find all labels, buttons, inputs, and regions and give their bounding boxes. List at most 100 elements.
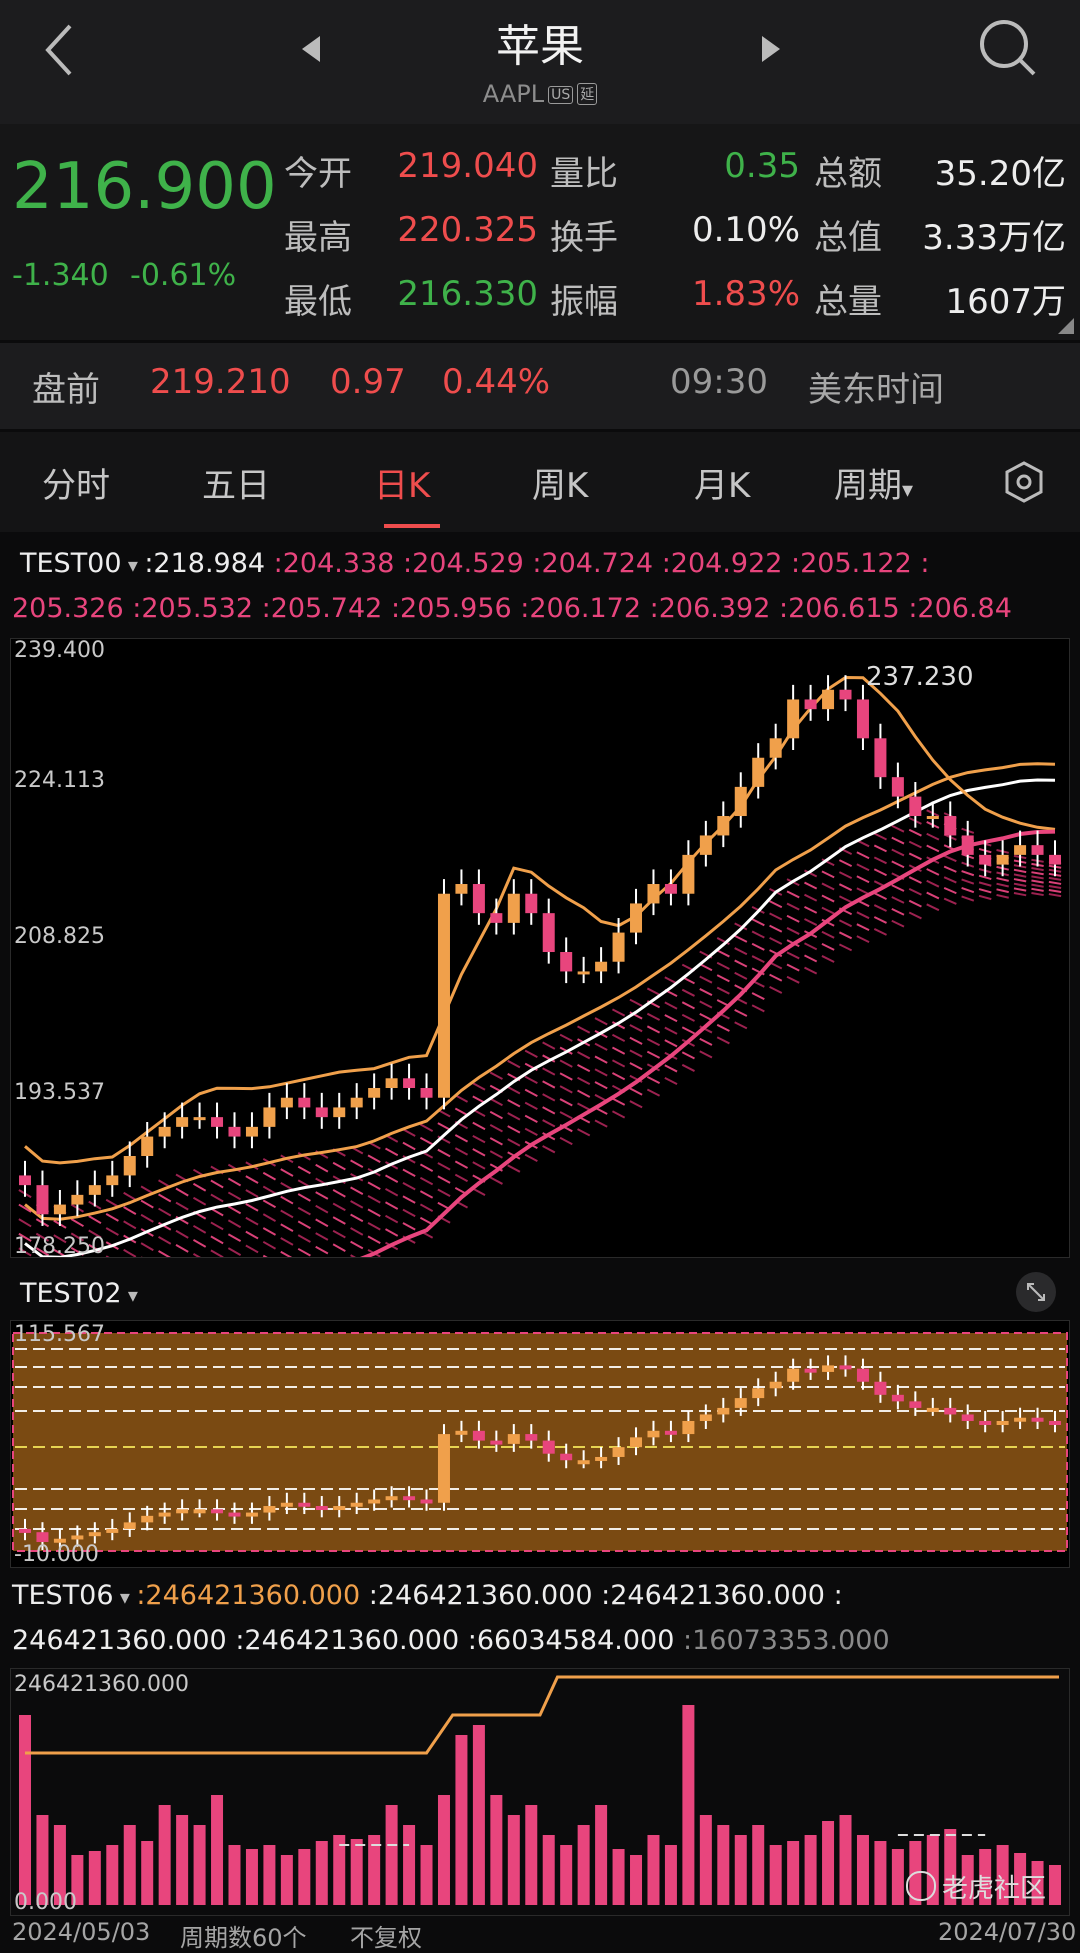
amount-value: 35.20亿 bbox=[934, 154, 1066, 194]
ribbon-hatch bbox=[18, 1232, 32, 1242]
volume-bar bbox=[106, 1845, 119, 1905]
ribbon-hatch bbox=[280, 1209, 294, 1219]
tab-daily-k[interactable]: 日K bbox=[374, 466, 431, 506]
volume-bar bbox=[455, 1735, 468, 1905]
osc-body bbox=[525, 1434, 538, 1441]
ribbon-hatch bbox=[1013, 891, 1027, 897]
candle-body bbox=[769, 738, 782, 758]
ribbon-hatch bbox=[332, 1189, 346, 1198]
test02-panel[interactable] bbox=[10, 1320, 1070, 1568]
ribbon-hatch bbox=[489, 1124, 503, 1133]
volume-chart[interactable] bbox=[11, 1669, 1069, 1915]
ribbon-hatch bbox=[611, 1033, 626, 1043]
prev-stock-icon[interactable] bbox=[300, 34, 324, 68]
volume-value: 1607万 bbox=[945, 282, 1066, 322]
ribbon-hatch bbox=[699, 963, 713, 972]
candle-body bbox=[53, 1204, 66, 1215]
volume-panel[interactable] bbox=[10, 1668, 1070, 1916]
ribbon-hatch bbox=[402, 1128, 416, 1137]
ribbon-hatch bbox=[192, 1253, 207, 1262]
ind2-band bbox=[13, 1333, 1067, 1551]
ribbon-hatch bbox=[158, 1193, 172, 1203]
vol-ratio-value: 0.35 bbox=[724, 146, 800, 186]
adjust-mode[interactable]: 不复权 bbox=[350, 1924, 422, 1952]
ribbon-hatch bbox=[315, 1245, 329, 1255]
expand-corner-icon[interactable] bbox=[1058, 318, 1074, 338]
ribbon-hatch bbox=[524, 1127, 538, 1137]
ribbon-hatch bbox=[402, 1208, 416, 1218]
ribbon-hatch bbox=[943, 886, 957, 895]
ind6-row1: TEST06 ▾ :246421360.000 :246421360.000 :… bbox=[12, 1580, 843, 1611]
osc-body bbox=[752, 1388, 765, 1399]
candlestick-chart[interactable] bbox=[11, 639, 1069, 1356]
volume-bar bbox=[472, 1725, 485, 1905]
volume-bar bbox=[874, 1841, 887, 1905]
main-chart-panel[interactable] bbox=[10, 638, 1070, 1356]
candle-body bbox=[717, 816, 730, 836]
osc-body bbox=[19, 1528, 31, 1533]
volume-bar bbox=[19, 1715, 31, 1905]
osc-body bbox=[420, 1499, 433, 1504]
candle-body bbox=[752, 757, 765, 787]
ind6-row2: 246421360.000 :246421360.000 :66034584.0… bbox=[12, 1625, 890, 1656]
ribbon-hatch bbox=[489, 1097, 503, 1107]
ribbon-hatch bbox=[681, 1001, 695, 1010]
ribbon-hatch bbox=[873, 856, 887, 865]
fullscreen-icon[interactable] bbox=[1016, 1272, 1056, 1312]
ribbon-hatch bbox=[315, 1232, 329, 1241]
candle-body bbox=[36, 1185, 49, 1215]
y-tick-3: 208.825 bbox=[14, 924, 105, 949]
test02-chart[interactable] bbox=[11, 1321, 1069, 1567]
candle-body bbox=[123, 1156, 136, 1176]
tab-intraday[interactable]: 分时 bbox=[42, 466, 110, 506]
premarket-change: 0.97 bbox=[330, 362, 406, 402]
ribbon-hatch bbox=[629, 1100, 643, 1109]
y-tick-bottom: 178.250 bbox=[14, 1234, 105, 1259]
ribbon-hatch bbox=[629, 1062, 643, 1071]
ribbon-hatch bbox=[908, 911, 922, 920]
ind6-name[interactable]: TEST06 bbox=[12, 1580, 114, 1611]
volume-bar bbox=[1014, 1853, 1027, 1905]
ribbon-hatch bbox=[192, 1224, 207, 1234]
ribbon-hatch bbox=[594, 1119, 608, 1128]
candle-body bbox=[420, 1088, 433, 1098]
ribbon-hatch bbox=[838, 883, 853, 892]
ribbon-hatch bbox=[472, 1121, 486, 1131]
osc-body bbox=[245, 1512, 258, 1517]
volume-bar bbox=[507, 1815, 520, 1905]
volume-bar bbox=[176, 1815, 189, 1905]
ribbon-hatch bbox=[908, 887, 922, 896]
tab-five-day[interactable]: 五日 bbox=[202, 466, 270, 506]
ribbon-hatch bbox=[961, 878, 975, 885]
ribbon-hatch bbox=[856, 887, 870, 896]
tab-period[interactable]: 周期▾ bbox=[834, 466, 914, 506]
mktcap-label: 总值 bbox=[814, 218, 882, 258]
volume-bar bbox=[333, 1835, 346, 1905]
ind2-header[interactable]: TEST02 ▾ bbox=[20, 1278, 138, 1309]
volume-bar bbox=[263, 1845, 276, 1905]
ind0-name[interactable]: TEST00 bbox=[20, 548, 122, 579]
ribbon-hatch bbox=[769, 924, 783, 933]
ribbon-hatch bbox=[507, 1164, 521, 1173]
page-title: 苹果 bbox=[496, 21, 584, 72]
ribbon-hatch bbox=[105, 1255, 119, 1265]
osc-body bbox=[577, 1460, 590, 1465]
settings-hex-icon[interactable] bbox=[1002, 460, 1046, 508]
volume-bar bbox=[856, 1835, 869, 1905]
ribbon-hatch bbox=[332, 1161, 346, 1171]
ribbon-hatch bbox=[856, 935, 870, 944]
next-stock-icon[interactable] bbox=[758, 34, 782, 68]
tab-weekly-k[interactable]: 周K bbox=[532, 466, 589, 506]
ribbon-hatch bbox=[577, 1076, 591, 1086]
ribbon-hatch bbox=[891, 896, 905, 904]
back-icon[interactable] bbox=[40, 22, 80, 78]
search-icon[interactable] bbox=[978, 18, 1038, 82]
ribbon-hatch bbox=[734, 971, 748, 980]
tab-monthly-k[interactable]: 月K bbox=[694, 466, 751, 506]
ribbon-hatch bbox=[297, 1247, 311, 1257]
ribbon-hatch bbox=[524, 1049, 538, 1058]
ribbon-hatch bbox=[926, 832, 940, 841]
ribbon-hatch bbox=[856, 923, 870, 932]
ind0-row1: TEST00 ▾ :218.984 :204.338 :204.529 :204… bbox=[20, 548, 930, 579]
end-date: 2024/07/30 bbox=[938, 1918, 1077, 1946]
